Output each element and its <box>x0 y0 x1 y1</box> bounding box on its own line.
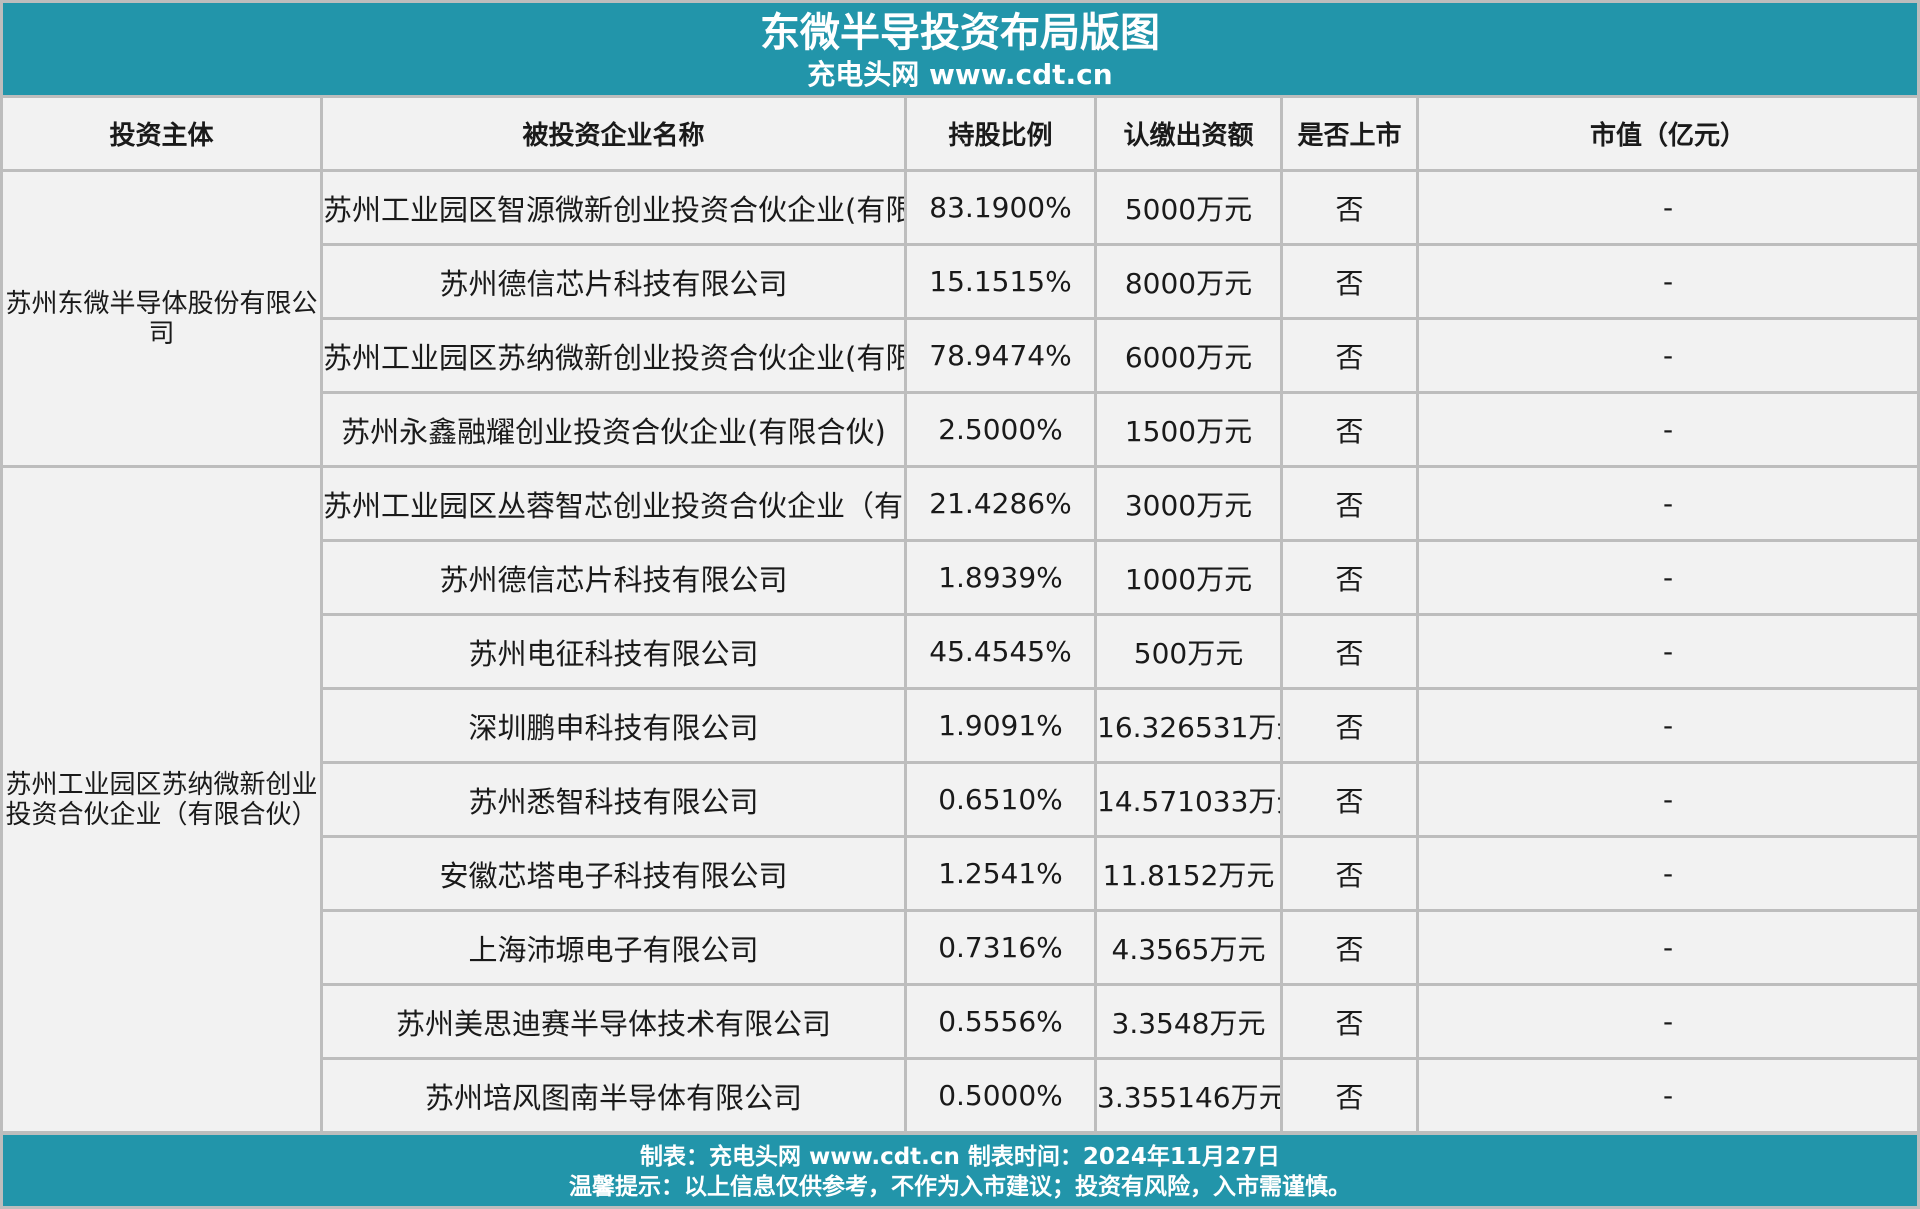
listed-cell: 否 <box>1283 542 1419 616</box>
listed-cell: 否 <box>1283 1060 1419 1134</box>
amount-cell: 3.355146万元 <box>1097 1060 1283 1134</box>
market-value-cell: - <box>1419 394 1917 468</box>
table-row: 苏州德信芯片科技有限公司 15.1515% 8000万元否 - <box>3 246 1917 320</box>
company-name-cell: 苏州工业园区丛蓉智芯创业投资合伙企业（有限合伙） <box>323 468 907 542</box>
listed-cell: 否 <box>1283 690 1419 764</box>
ratio-cell: 0.5556% <box>907 986 1097 1060</box>
market-value-cell: - <box>1419 246 1917 320</box>
market-value-cell: - <box>1419 1060 1917 1134</box>
market-value-cell: - <box>1419 986 1917 1060</box>
ratio-cell: 0.5000% <box>907 1060 1097 1134</box>
table-row: 苏州德信芯片科技有限公司 1.8939% 1000万元否 - <box>3 542 1917 616</box>
page-title: 东微半导投资布局版图 <box>760 10 1160 56</box>
listed-cell: 否 <box>1283 912 1419 986</box>
ratio-cell: 0.6510% <box>907 764 1097 838</box>
market-value-cell: - <box>1419 764 1917 838</box>
footer-disclaimer: 温馨提示：以上信息仅供参考，不作为入市建议；投资有风险，入市需谨慎。 <box>569 1174 1351 1200</box>
listed-cell: 否 <box>1283 172 1419 246</box>
ratio-cell: 21.4286% <box>907 468 1097 542</box>
amount-cell: 500万元 <box>1097 616 1283 690</box>
investor-cell: 苏州东微半导体股份有限公司 <box>3 172 323 468</box>
amount-cell: 4.3565万元 <box>1097 912 1283 986</box>
company-name-cell: 苏州美思迪赛半导体技术有限公司 <box>323 986 907 1060</box>
market-value-cell: - <box>1419 838 1917 912</box>
amount-cell: 3000万元 <box>1097 468 1283 542</box>
amount-cell: 11.8152万元 <box>1097 838 1283 912</box>
table-row: 苏州工业园区苏纳微新创业投资合伙企业（有限合伙） 苏州工业园区丛蓉智芯创业投资合伙… <box>3 468 1917 1134</box>
ratio-cell: 1.2541% <box>907 838 1097 912</box>
amount-cell: 6000万元 <box>1097 320 1283 394</box>
ratio-cell: 2.5000% <box>907 394 1097 468</box>
company-name-cell: 上海沛塬电子有限公司 <box>323 912 907 986</box>
listed-cell: 否 <box>1283 616 1419 690</box>
footer-credit: 制表：充电头网 www.cdt.cn 制表时间：2024年11月27日 <box>640 1144 1280 1170</box>
amount-cell: 1500万元 <box>1097 394 1283 468</box>
amount-cell: 3.3548万元 <box>1097 986 1283 1060</box>
ratio-cell: 78.9474% <box>907 320 1097 394</box>
header-row: 投资主体 被投资企业名称 持股比例 认缴出资额 是否上市 市值（亿元） <box>3 98 1917 172</box>
company-name-cell: 苏州工业园区苏纳微新创业投资合伙企业(有限合伙) <box>323 320 907 394</box>
company-name-cell: 苏州德信芯片科技有限公司 <box>323 542 907 616</box>
table-body: 苏州东微半导体股份有限公司苏州工业园区智源微新创业投资合伙企业(有限合伙)83.… <box>3 172 1917 1134</box>
table-row: 苏州电征科技有限公司 45.4545% 500万元否 - <box>3 616 1917 690</box>
company-name-cell: 深圳鹏申科技有限公司 <box>323 690 907 764</box>
amount-cell: 16.326531万元 <box>1097 690 1283 764</box>
amount-cell: 14.571033万元 <box>1097 764 1283 838</box>
listed-cell: 否 <box>1283 986 1419 1060</box>
company-name-cell: 苏州电征科技有限公司 <box>323 616 907 690</box>
company-name-cell: 苏州德信芯片科技有限公司 <box>323 246 907 320</box>
market-value-cell: - <box>1419 468 1917 542</box>
ratio-cell: 0.7316% <box>907 912 1097 986</box>
market-value-cell: - <box>1419 320 1917 394</box>
company-name-cell: 苏州工业园区智源微新创业投资合伙企业(有限合伙) <box>323 172 907 246</box>
amount-cell: 8000万元 <box>1097 246 1283 320</box>
table-row: 上海沛塬电子有限公司 0.7316% 4.3565万元否 - <box>3 912 1917 986</box>
company-name-cell: 苏州悉智科技有限公司 <box>323 764 907 838</box>
market-value-cell: - <box>1419 172 1917 246</box>
listed-cell: 否 <box>1283 320 1419 394</box>
listed-cell: 否 <box>1283 468 1419 542</box>
amount-cell: 5000万元 <box>1097 172 1283 246</box>
footer-banner: 制表：充电头网 www.cdt.cn 制表时间：2024年11月27日 温馨提示… <box>3 1135 1917 1206</box>
ratio-cell: 1.8939% <box>907 542 1097 616</box>
company-name-cell: 苏州培风图南半导体有限公司 <box>323 1060 907 1134</box>
listed-cell: 否 <box>1283 394 1419 468</box>
company-name-cell: 苏州永鑫融耀创业投资合伙企业(有限合伙) <box>323 394 907 468</box>
market-value-cell: - <box>1419 690 1917 764</box>
listed-cell: 否 <box>1283 838 1419 912</box>
market-value-cell: - <box>1419 912 1917 986</box>
ratio-cell: 15.1515% <box>907 246 1097 320</box>
ratio-cell: 45.4545% <box>907 616 1097 690</box>
column-header-amount: 认缴出资额 <box>1097 98 1283 172</box>
investor-cell: 苏州工业园区苏纳微新创业投资合伙企业（有限合伙） <box>3 468 323 1134</box>
table-row: 苏州东微半导体股份有限公司苏州工业园区智源微新创业投资合伙企业(有限合伙)83.… <box>3 172 1917 468</box>
table-row: 苏州培风图南半导体有限公司 0.5000% 3.355146万元否 - <box>3 1060 1917 1134</box>
market-value-cell: - <box>1419 542 1917 616</box>
listed-cell: 否 <box>1283 246 1419 320</box>
table-row: 苏州永鑫融耀创业投资合伙企业(有限合伙) 2.5000% 1500万元否 - <box>3 394 1917 468</box>
page-subtitle: 充电头网 www.cdt.cn <box>807 58 1113 91</box>
table-row: 苏州美思迪赛半导体技术有限公司 0.5556% 3.3548万元否 - <box>3 986 1917 1060</box>
market-value-cell: - <box>1419 616 1917 690</box>
ratio-cell: 1.9091% <box>907 690 1097 764</box>
listed-cell: 否 <box>1283 764 1419 838</box>
column-header-market-value: 市值（亿元） <box>1419 98 1917 172</box>
company-name-cell: 安徽芯塔电子科技有限公司 <box>323 838 907 912</box>
column-header-company: 被投资企业名称 <box>323 98 907 172</box>
column-header-listed: 是否上市 <box>1283 98 1419 172</box>
table-row: 安徽芯塔电子科技有限公司 1.2541% 11.8152万元否 - <box>3 838 1917 912</box>
column-header-ratio: 持股比例 <box>907 98 1097 172</box>
column-header-investor: 投资主体 <box>3 98 323 172</box>
title-banner: 东微半导投资布局版图 充电头网 www.cdt.cn <box>3 3 1917 95</box>
investment-table: 投资主体 被投资企业名称 持股比例 认缴出资额 是否上市 市值（亿元） 苏州东微… <box>3 98 1917 1134</box>
amount-cell: 1000万元 <box>1097 542 1283 616</box>
ratio-cell: 83.1900% <box>907 172 1097 246</box>
